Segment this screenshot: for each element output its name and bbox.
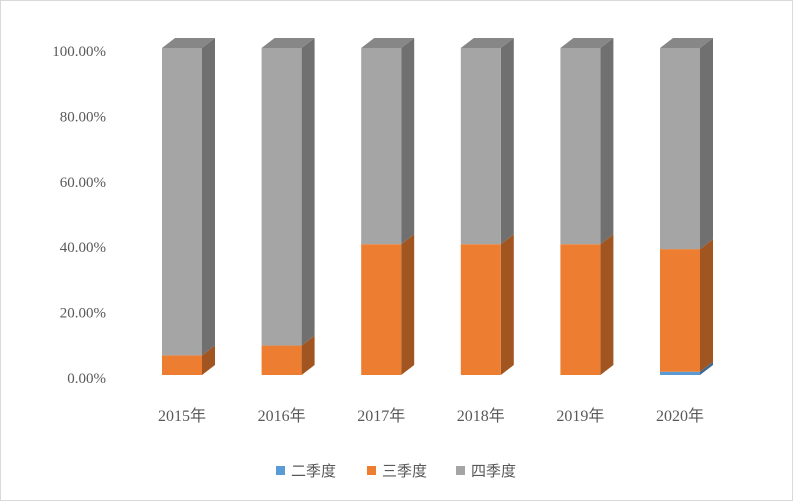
x-category-label: 2019年 [556, 407, 604, 425]
x-category-label: 2020年 [656, 407, 704, 425]
bar-2016-series2 [261, 48, 302, 346]
legend-entry: 三季度 [382, 462, 427, 480]
bar-2016-series2-side [301, 38, 315, 346]
bar-2020-series2-top [660, 38, 713, 48]
bar-2017-series2-side [401, 38, 415, 245]
bar-2020-series0-side [700, 361, 713, 375]
bar-2019-series2-side [600, 38, 614, 245]
bar-2018-series1 [460, 244, 501, 375]
y-tick-label: 20.00% [60, 306, 106, 322]
legend-swatch [367, 466, 376, 475]
bar-2017-series2-top [361, 38, 415, 48]
bar-2019-series2-top [560, 38, 614, 48]
bar-2017-series2 [361, 48, 402, 245]
bar-2018-series2 [460, 48, 501, 245]
bar-2019-series1-side [600, 234, 614, 375]
y-tick-label: 40.00% [60, 240, 106, 256]
x-category-label: 2017年 [357, 407, 405, 425]
y-tick-label: 100.00% [52, 44, 106, 60]
bar-2018-series1-side [500, 234, 514, 375]
legend-swatch [456, 466, 465, 475]
y-tick-label: 60.00% [60, 175, 106, 191]
bar-2017-series1-side [401, 234, 415, 375]
bar-2016-series2-top [261, 38, 315, 48]
bar-2018-series2-top [460, 38, 514, 48]
bar-2020-series1 [660, 249, 700, 372]
legend-swatch [276, 466, 285, 475]
y-tick-label: 0.00% [67, 371, 106, 387]
legend-entry: 四季度 [471, 462, 516, 480]
x-category-label: 2015年 [158, 407, 206, 425]
legend-entry: 二季度 [291, 462, 336, 480]
x-category-label: 2016年 [258, 407, 306, 425]
bar-2015-series1 [162, 355, 202, 375]
bar-2017-series1 [361, 244, 402, 375]
bar-2020-series1-side [700, 239, 713, 372]
y-tick-label: 80.00% [60, 109, 106, 125]
bar-2020-series2 [660, 48, 700, 250]
bar-2015-series2-top [162, 38, 215, 48]
bar-2015-series2 [162, 48, 202, 356]
x-category-label: 2018年 [457, 407, 505, 425]
bar-2018-series2-side [500, 38, 514, 245]
bar-2015-series1-side [202, 345, 215, 375]
bar-2019-series2 [560, 48, 601, 245]
bar-2015-series2-side [202, 38, 215, 356]
bar-2020-series0 [660, 371, 700, 375]
bar-2016-series1-side [301, 335, 315, 375]
bar-2016-series1 [261, 345, 302, 375]
bar-2019-series1 [560, 244, 601, 375]
bar-2020-series2-side [700, 38, 713, 250]
